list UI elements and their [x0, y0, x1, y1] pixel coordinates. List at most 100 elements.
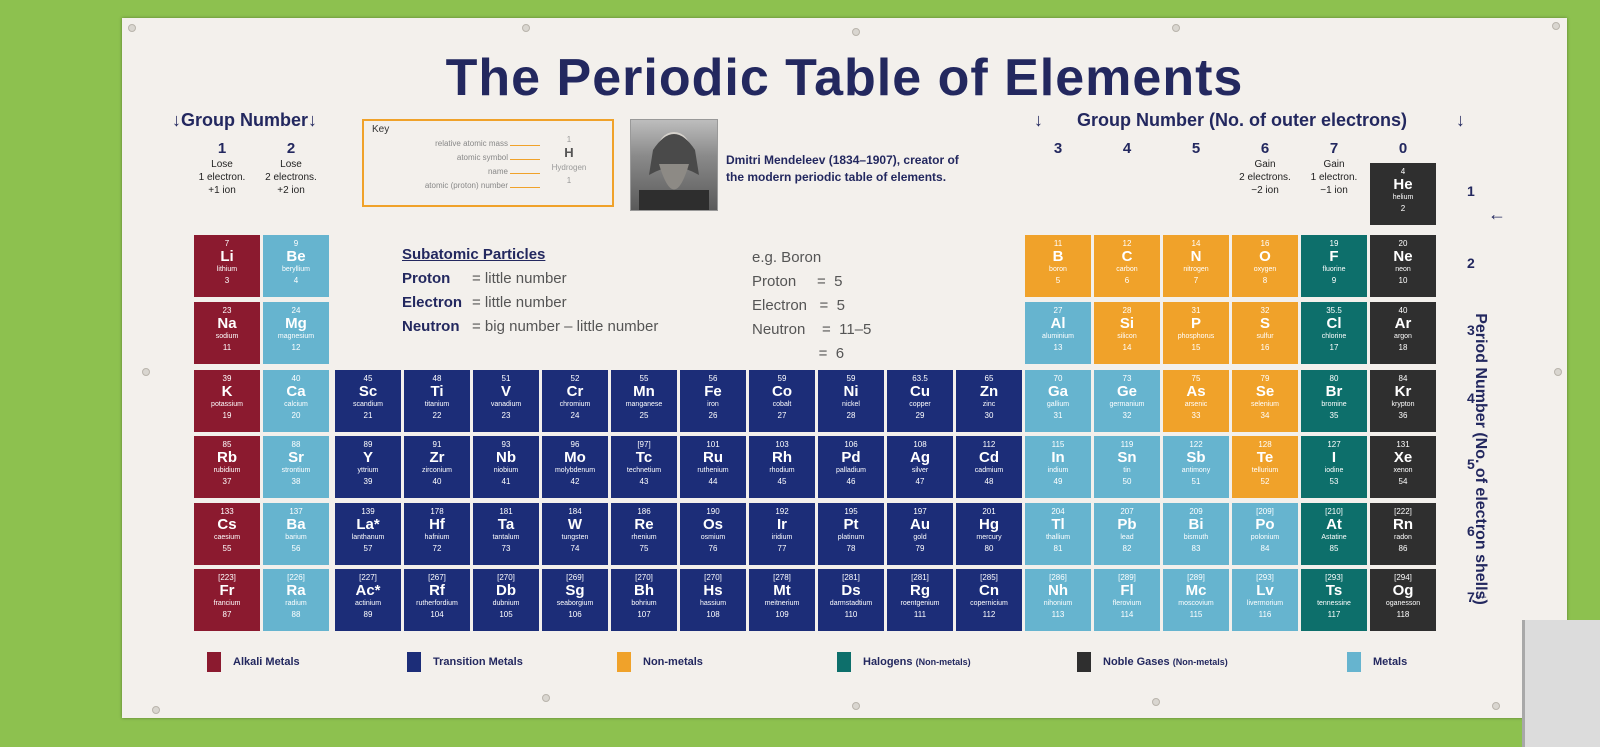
group-header: 0: [1368, 141, 1438, 158]
element-cell-rh: 103 Rh rhodium 45: [749, 436, 815, 498]
element-symbol: Mt: [773, 582, 791, 599]
group-note: Gain: [1254, 159, 1276, 170]
element-mass: [210]: [1325, 507, 1343, 516]
element-name: yttrium: [357, 467, 379, 474]
element-symbol: Og: [1392, 582, 1414, 599]
element-name: seaborgium: [556, 600, 594, 607]
group-number-label-left: ↓Group Number↓: [172, 110, 318, 130]
element-symbol: Fl: [1120, 582, 1134, 599]
legend-swatch: [837, 652, 851, 672]
element-symbol: Pb: [1117, 516, 1137, 533]
element-cell-ir: 192 Ir iridium 77: [749, 503, 815, 565]
group-1-header: 1 Lose 1 electron. +1 ion: [187, 141, 257, 197]
element-number: 40: [432, 477, 442, 486]
group-header: 3: [1023, 141, 1093, 158]
element-mass: 32: [1260, 306, 1270, 315]
element-cell-ca: 40 Ca calcium 20: [263, 370, 329, 432]
element-mass: 84: [1398, 374, 1408, 383]
element-mass: 59: [777, 374, 787, 383]
element-mass: 12: [1122, 239, 1132, 248]
element-cell-mo: 96 Mo molybdenum 42: [542, 436, 608, 498]
element-name: hassium: [699, 600, 727, 607]
element-number: 87: [222, 610, 232, 619]
element-mass: [270]: [704, 573, 722, 582]
element-cell-as: 75 As arsenic 33: [1163, 370, 1229, 432]
legend-item: Alkali Metals: [207, 652, 300, 672]
element-mass: 88: [291, 440, 301, 449]
element-cell-sr: 88 Sr strontium 38: [263, 436, 329, 498]
element-name: gold: [913, 534, 927, 541]
element-cell-cu: 63.5 Cu copper 29: [887, 370, 953, 432]
element-cell-mt: [278] Mt meitnerium 109: [749, 569, 815, 631]
element-mass: 28: [1122, 306, 1132, 315]
element-symbol: Co: [772, 383, 792, 400]
element-name: selenium: [1250, 401, 1279, 408]
element-symbol: S: [1259, 315, 1270, 332]
element-symbol: Hs: [703, 582, 723, 599]
element-symbol: Rf: [429, 582, 445, 599]
element-cell-mg: 24 Mg magnesium 12: [263, 302, 329, 364]
legend-item: Non-metals: [617, 652, 703, 672]
element-number: 82: [1122, 544, 1132, 553]
element-symbol: Rg: [910, 582, 930, 599]
element-name: Astatine: [1321, 534, 1347, 541]
element-symbol: Nb: [496, 449, 516, 466]
element-number: 117: [1327, 610, 1341, 619]
element-cell-he: 4 He helium 2: [1370, 163, 1436, 225]
element-mass: 40: [1398, 306, 1408, 315]
poster-title: The Periodic Table of Elements: [445, 49, 1244, 107]
element-cell-cl: 35.5 Cl chlorine 17: [1301, 302, 1367, 364]
element-name: chromium: [559, 401, 591, 408]
element-number: 115: [1189, 610, 1203, 619]
element-symbol: Sg: [565, 582, 585, 599]
element-symbol: Kr: [1394, 383, 1412, 400]
element-mass: 209: [1189, 507, 1203, 516]
element-number: 3: [224, 276, 230, 285]
element-name: molybdenum: [554, 467, 596, 474]
element-mass: 192: [775, 507, 789, 516]
element-mass: 75: [1191, 374, 1201, 383]
element-symbol: Ra: [286, 582, 306, 599]
element-symbol: Ge: [1116, 383, 1137, 400]
element-cell-mc: [289] Mc moscovium 115: [1163, 569, 1229, 631]
screw: [128, 24, 136, 32]
element-cell-tl: 204 Tl thallium 81: [1025, 503, 1091, 565]
element-number: 28: [846, 411, 856, 420]
boron-line: e.g. Boron: [752, 249, 822, 266]
element-symbol: Ag: [910, 449, 930, 466]
key-label: Key: [372, 124, 390, 135]
element-number: 45: [777, 477, 787, 486]
element-number: 38: [291, 477, 301, 486]
element-symbol: Si: [1119, 315, 1135, 332]
element-symbol: P: [1190, 315, 1201, 332]
mendeleev-caption: Dmitri Mendeleev (1834–1907), creator of…: [726, 153, 959, 184]
element-number: 57: [363, 544, 373, 553]
key-row-symbol: atomic symbol: [456, 153, 508, 162]
element-cell-be: 9 Be beryllium 4: [263, 235, 329, 297]
mendeleev-portrait: [630, 119, 718, 211]
element-symbol: Db: [496, 582, 516, 599]
element-name: caesium: [213, 534, 241, 541]
element-name: bohrium: [631, 600, 657, 607]
particle-rule: = little number: [472, 270, 567, 287]
element-name: ruthenium: [697, 467, 729, 474]
element-name: indium: [1047, 467, 1069, 474]
element-cell-hs: [270] Hs hassium 108: [680, 569, 746, 631]
element-mass: 190: [706, 507, 720, 516]
element-mass: 11: [1053, 239, 1063, 248]
element-number: 116: [1258, 610, 1272, 619]
element-name: rutherfordium: [416, 600, 458, 607]
element-number: 83: [1191, 544, 1201, 553]
element-mass: [267]: [428, 573, 446, 582]
element-mass: 63.5: [912, 374, 928, 383]
element-mass: 48: [432, 374, 442, 383]
element-name: iron: [707, 401, 719, 408]
element-name: scandium: [353, 401, 383, 408]
element-mass: [270]: [635, 573, 653, 582]
legend-item: Metals: [1347, 652, 1407, 672]
down-arrow-icon: ↓: [1034, 110, 1043, 130]
element-name: sulfur: [1256, 333, 1274, 340]
element-name: tungsten: [561, 534, 589, 541]
